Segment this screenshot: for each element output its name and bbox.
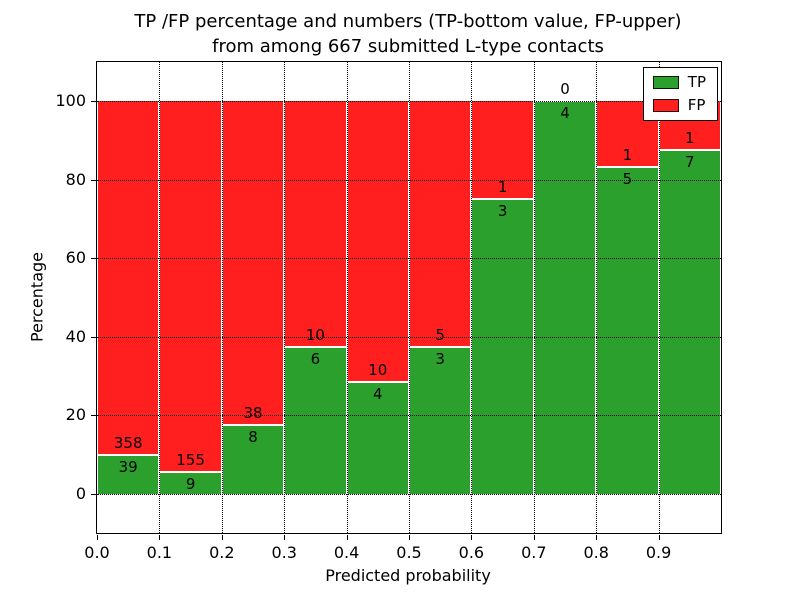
fp-count-label: 10 — [368, 360, 388, 379]
tp-count-label: 6 — [310, 349, 321, 368]
bar-segment-tp — [597, 166, 658, 494]
vertical-gridline — [471, 62, 473, 533]
x-tick-label: 0.3 — [271, 543, 297, 562]
tp-count-label: 8 — [248, 428, 258, 447]
chart-title-line2: from among 667 submitted L-type contacts — [212, 36, 604, 57]
tp-count-label: 4 — [373, 384, 383, 403]
tp-count-label: 3 — [435, 349, 445, 368]
vertical-gridline — [346, 62, 348, 533]
x-tick-mark — [471, 535, 473, 540]
y-tick-label: 100 — [55, 91, 86, 111]
bar-segment-tp — [98, 455, 159, 494]
fp-count-label: 1 — [497, 178, 508, 197]
x-tick-label: 0.8 — [583, 543, 609, 562]
bar-segment-fp — [410, 101, 471, 347]
vertical-gridline — [284, 62, 286, 533]
bar-segment-tp — [534, 101, 596, 494]
x-tick-label: 0.0 — [84, 543, 110, 562]
y-tick-label: 60 — [65, 248, 86, 268]
y-tick-mark — [91, 101, 96, 103]
bar-segment-tp — [659, 150, 720, 494]
x-tick-mark — [159, 535, 161, 540]
legend: TP FP — [642, 67, 718, 121]
bar-segment-tp — [285, 346, 346, 494]
bar-segment-fp — [222, 101, 284, 426]
vertical-gridline — [596, 62, 598, 533]
x-tick-mark — [596, 535, 598, 540]
y-axis-label: Percentage — [27, 251, 47, 343]
x-tick-label: 0.7 — [521, 543, 547, 562]
plot-area: 358 39 155 9 38 8 10 6 10 4 5 3 1 3 0 4 1 5 1 7 — [96, 61, 722, 534]
fp-count-label: 358 — [113, 434, 143, 453]
y-tick-label: 20 — [65, 405, 86, 425]
bar-segment-tp — [160, 472, 221, 494]
chart-title-line1: TP /FP percentage and numbers (TP-bottom… — [134, 11, 682, 32]
x-tick-label: 0.9 — [645, 543, 672, 562]
bar-segment-fp — [347, 101, 408, 382]
legend-swatch-tp — [652, 76, 679, 89]
bar-segment-fp — [98, 101, 159, 456]
x-tick-label: 0.6 — [458, 543, 485, 562]
vertical-gridline — [658, 62, 660, 533]
y-tick-mark — [91, 179, 96, 181]
tp-count-label: 9 — [185, 475, 196, 494]
vertical-gridline — [533, 62, 535, 533]
x-tick-mark — [409, 535, 410, 540]
vertical-gridline — [159, 62, 161, 533]
legend-swatch-fp — [652, 99, 679, 112]
tp-count-label: 39 — [118, 458, 138, 477]
chart-title: TP /FP percentage and numbers (TP-bottom… — [96, 9, 720, 59]
y-tick-mark — [91, 493, 96, 495]
fp-count-label: 38 — [243, 404, 263, 423]
y-tick-label: 80 — [65, 169, 86, 189]
x-axis-label: Predicted probability — [325, 566, 491, 585]
x-tick-mark — [658, 535, 660, 540]
fp-count-label: 0 — [560, 80, 570, 99]
y-tick-mark — [91, 258, 96, 260]
bar-segment-tp — [410, 346, 471, 494]
x-tick-mark — [533, 535, 535, 540]
bar-segment-fp — [285, 101, 346, 347]
x-tick-mark — [284, 535, 286, 540]
bar-segment-fp — [472, 101, 533, 200]
x-tick-mark — [221, 535, 223, 540]
tp-count-label: 5 — [622, 169, 633, 188]
x-tick-label: 0.4 — [333, 543, 360, 562]
legend-row-tp: TP — [652, 73, 706, 91]
tp-count-label: 7 — [685, 153, 695, 172]
vertical-gridline — [221, 62, 223, 533]
x-tick-label: 0.1 — [146, 543, 173, 562]
vertical-gridline — [409, 62, 410, 533]
x-tick-label: 0.2 — [209, 543, 235, 562]
legend-label-fp: FP — [687, 96, 706, 114]
fp-count-label: 1 — [685, 129, 695, 148]
y-tick-mark — [91, 415, 96, 417]
y-tick-label: 40 — [65, 326, 86, 346]
x-tick-label: 0.5 — [396, 543, 422, 562]
x-tick-mark — [97, 535, 98, 540]
fp-count-label: 1 — [622, 145, 633, 164]
fp-count-label: 155 — [176, 451, 205, 470]
tp-count-label: 3 — [497, 202, 508, 221]
fp-count-label: 10 — [305, 325, 325, 344]
legend-row-fp: FP — [652, 96, 706, 114]
bar-segment-tp — [347, 381, 408, 494]
bar-segment-fp — [160, 101, 221, 473]
fp-count-label: 5 — [435, 325, 445, 344]
bar-segment-tp — [222, 425, 284, 494]
y-tick-label: 0 — [75, 483, 86, 503]
legend-label-tp: TP — [687, 73, 706, 91]
y-tick-mark — [91, 336, 96, 338]
bar-segment-tp — [472, 199, 533, 494]
tp-count-label: 4 — [560, 104, 570, 123]
x-tick-mark — [346, 535, 348, 540]
